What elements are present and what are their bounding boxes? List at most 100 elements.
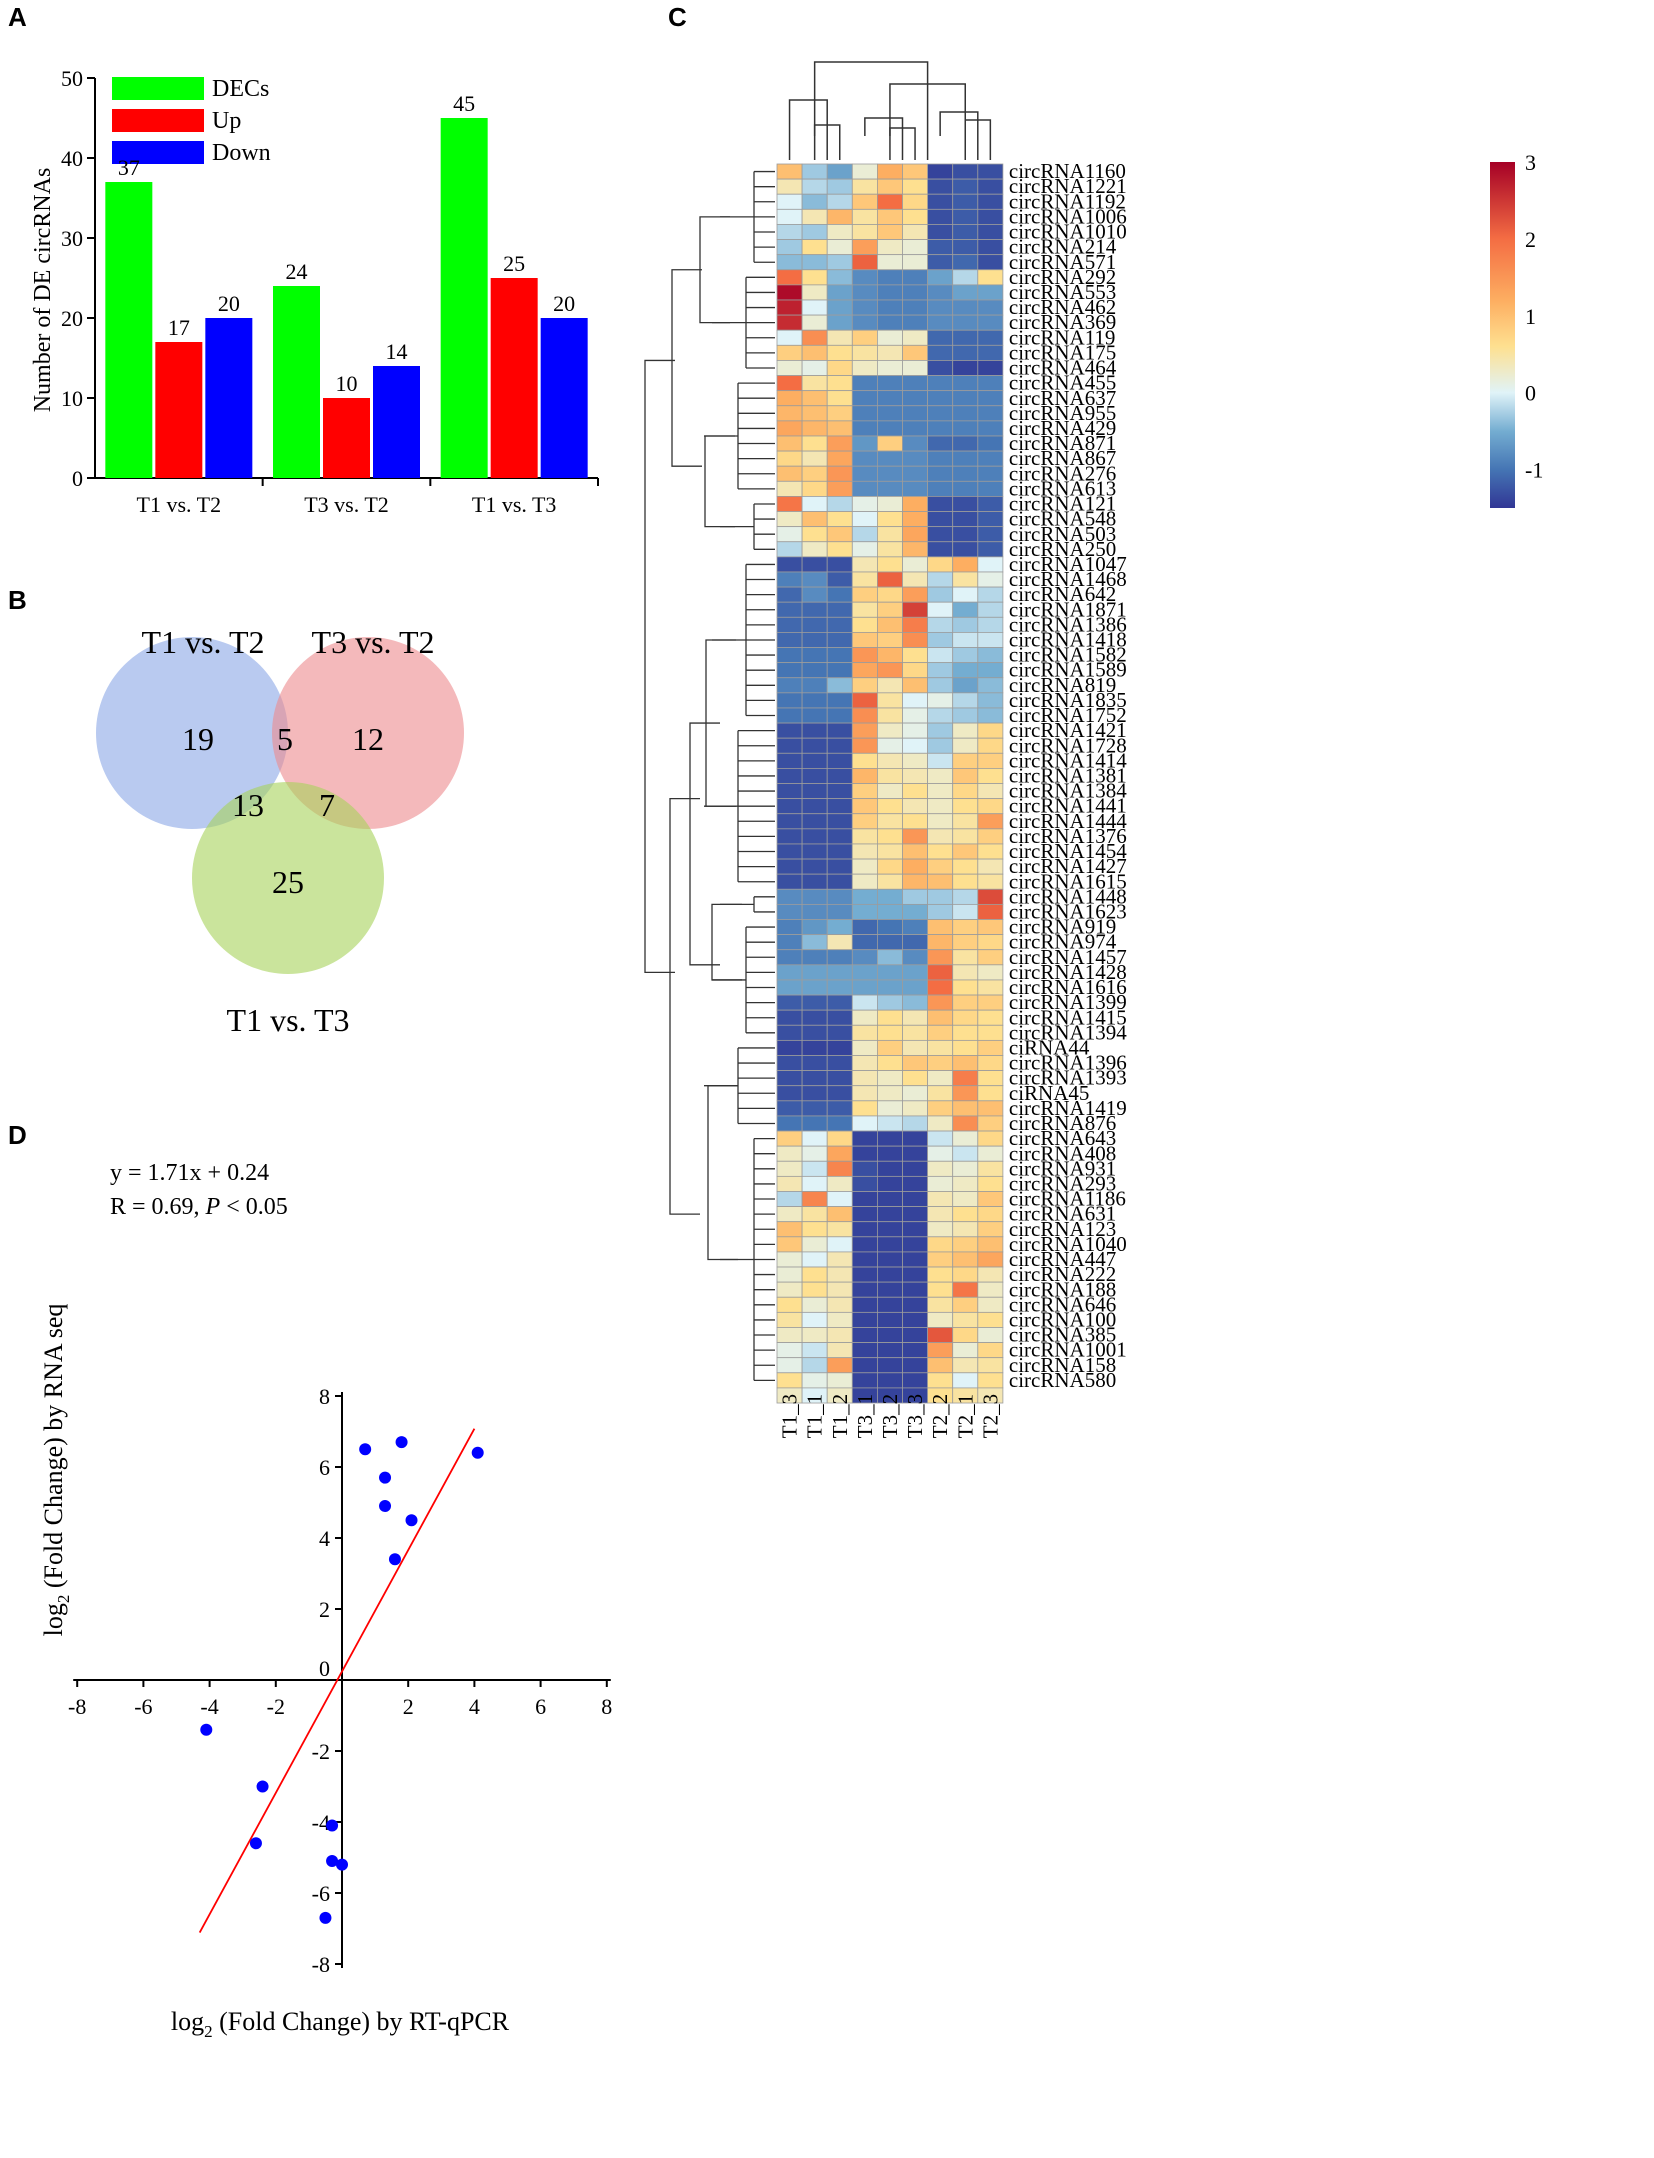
- heatmap-cell: [776, 435, 803, 452]
- heatmap-cell: [902, 450, 929, 467]
- heatmap-cell: [776, 1357, 803, 1374]
- heatmap-cell: [826, 873, 853, 890]
- heatmap-cell: [851, 1085, 878, 1102]
- heatmap-cell: [826, 390, 853, 407]
- heatmap-cell: [851, 1236, 878, 1253]
- heatmap-cell: [826, 178, 853, 195]
- heatmap-cell: [801, 1160, 828, 1177]
- heatmap-cell: [801, 677, 828, 694]
- heatmap-cell: [776, 496, 803, 512]
- heatmap-cell: [801, 375, 828, 392]
- scatter-point: [336, 1858, 348, 1871]
- heatmap-cell: [801, 239, 828, 256]
- row-label: circRNA643: [1009, 1126, 1116, 1150]
- heatmap-cell: [851, 1175, 878, 1192]
- heatmap-cell: [801, 994, 828, 1011]
- heatmap-cell: [927, 677, 954, 694]
- heatmap-cell: [801, 390, 828, 407]
- heatmap-cell: [801, 783, 828, 800]
- heatmap-cell: [801, 647, 828, 664]
- heatmap-cell: [977, 496, 1004, 512]
- heatmap-cell: [851, 1130, 878, 1147]
- heatmap-cell: [977, 329, 1004, 346]
- heatmap-cell: [776, 1085, 803, 1102]
- heatmap-cell: [927, 1191, 954, 1207]
- heatmap-cell: [776, 1055, 803, 1071]
- heatmap-cell: [977, 843, 1004, 860]
- heatmap-cell: [877, 375, 903, 392]
- row-label: circRNA1186: [1009, 1187, 1126, 1211]
- heatmap-cell: [826, 1070, 853, 1087]
- heatmap-cell: [851, 1266, 878, 1283]
- heatmap-cell: [927, 224, 954, 240]
- heatmap-cell: [902, 601, 929, 618]
- heatmap-cell: [977, 208, 1004, 225]
- heatmap-cell: [952, 903, 979, 920]
- heatmap-cell: [977, 465, 1004, 482]
- heatmap-cell: [851, 344, 878, 361]
- heatmap-cell: [977, 284, 1004, 301]
- heatmap-cell: [877, 616, 903, 633]
- heatmap-cell: [776, 571, 803, 588]
- heatmap-cell: [851, 737, 878, 754]
- heatmap-cell: [952, 1055, 979, 1071]
- row-dendrogram-branch: [711, 903, 742, 981]
- y-tick-label: 8: [319, 1384, 330, 1409]
- x-tick-label: -6: [134, 1694, 152, 1719]
- scatter-point: [200, 1723, 213, 1736]
- panel-c-heatmap: circRNA1160circRNA1221circRNA1192circRNA…: [644, 61, 1543, 1438]
- heatmap-cell: [776, 1311, 803, 1328]
- row-label: circRNA646: [1009, 1292, 1116, 1316]
- heatmap-cell: [952, 299, 979, 316]
- heatmap-cell: [877, 435, 903, 452]
- heatmap-cell: [977, 571, 1004, 588]
- heatmap-cell: [826, 1342, 853, 1359]
- heatmap-cell: [902, 1311, 929, 1328]
- heatmap-cell: [927, 344, 954, 361]
- heatmap-cell: [851, 1296, 878, 1313]
- row-label: circRNA503: [1009, 522, 1116, 546]
- heatmap-cell: [877, 541, 903, 558]
- heatmap-cell: [776, 254, 803, 271]
- heatmap-cell: [877, 496, 903, 512]
- y-tick-label: 40: [61, 146, 83, 171]
- heatmap-cell: [977, 1266, 1004, 1283]
- heatmap-cell: [927, 1236, 954, 1253]
- heatmap-cell: [801, 919, 828, 936]
- heatmap-cell: [927, 919, 954, 936]
- heatmap-cell: [776, 405, 803, 422]
- heatmap-cell: [801, 752, 828, 769]
- heatmap-cell: [902, 843, 929, 860]
- heatmap-cell: [977, 994, 1004, 1011]
- heatmap-cell: [902, 828, 929, 845]
- y-tick-label: -2: [312, 1739, 330, 1764]
- heatmap-cell: [877, 344, 903, 361]
- y-tick-label: 0: [319, 1656, 330, 1681]
- heatmap-cell: [927, 1009, 954, 1026]
- heatmap-cell: [952, 647, 979, 664]
- venn-circle-t1-vs-t3: [192, 782, 384, 974]
- heatmap-cell: [927, 496, 954, 512]
- scatter-point: [326, 1855, 339, 1868]
- heatmap-cell: [877, 1160, 903, 1177]
- heatmap-cell: [977, 783, 1004, 800]
- heatmap-cell: [776, 193, 803, 210]
- heatmap-cell: [902, 1206, 929, 1223]
- heatmap-cell: [902, 571, 929, 588]
- heatmap-cell: [902, 873, 929, 890]
- panel-label-c: C: [668, 2, 687, 32]
- heatmap-cell: [851, 1372, 878, 1389]
- heatmap-cell: [977, 903, 1004, 920]
- heatmap-cell: [877, 813, 903, 830]
- y-tick-label: -6: [312, 1881, 330, 1906]
- heatmap-cell: [977, 888, 1004, 905]
- heatmap-cell: [851, 541, 878, 558]
- heatmap-cell: [851, 1039, 878, 1056]
- heatmap-cell: [877, 1327, 903, 1343]
- row-label: circRNA1871: [1009, 597, 1127, 621]
- heatmap-cell: [851, 208, 878, 225]
- heatmap-cell: [927, 949, 954, 966]
- heatmap-cell: [977, 435, 1004, 452]
- heatmap-cell: [826, 571, 853, 588]
